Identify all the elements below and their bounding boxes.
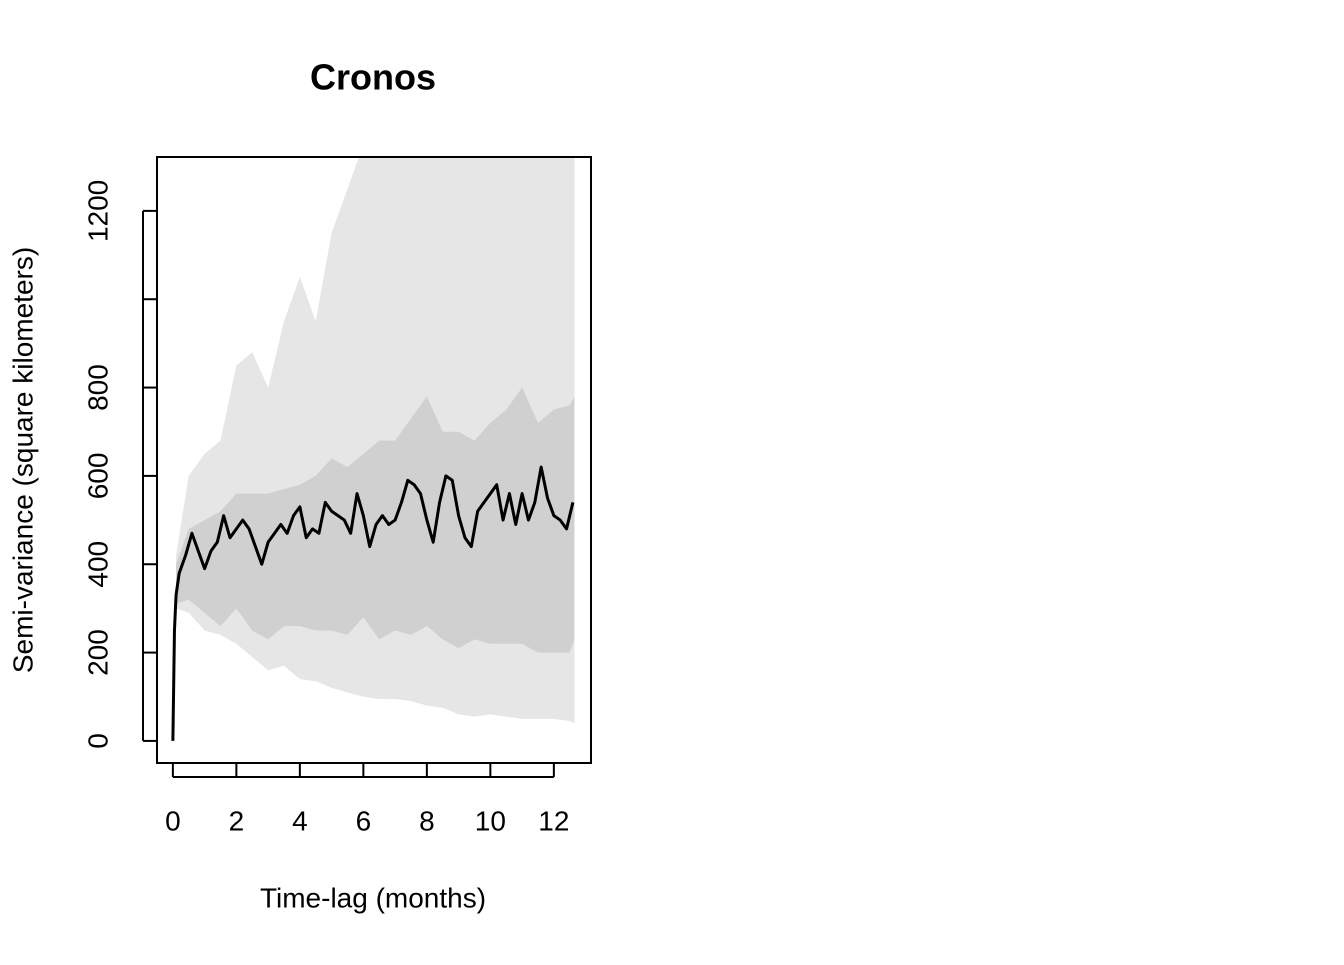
y-tick-label: 400 bbox=[82, 541, 113, 588]
x-tick-label: 6 bbox=[356, 805, 372, 836]
x-tick-label: 10 bbox=[475, 805, 506, 836]
y-tick-label: 0 bbox=[82, 733, 113, 749]
semivariance-line bbox=[171, 465, 575, 741]
plot-frame bbox=[156, 156, 592, 764]
confidence-band bbox=[176, 387, 575, 653]
x-tick-label: 2 bbox=[229, 805, 245, 836]
y-tick-label: 600 bbox=[82, 453, 113, 500]
plot-area bbox=[171, 157, 575, 741]
y-tick-label: 800 bbox=[82, 364, 113, 411]
x-tick-label: 4 bbox=[292, 805, 308, 836]
y-axis-label: Semi-variance (square kilometers) bbox=[7, 247, 38, 673]
y-tick-label: 1200 bbox=[82, 180, 113, 242]
x-tick-label: 12 bbox=[538, 805, 569, 836]
y-tick-label: 200 bbox=[82, 629, 113, 676]
x-tick-label: 0 bbox=[165, 805, 181, 836]
chart-title: Cronos bbox=[310, 57, 436, 98]
x-tick-label: 8 bbox=[419, 805, 435, 836]
x-axis-label: Time-lag (months) bbox=[260, 882, 486, 913]
